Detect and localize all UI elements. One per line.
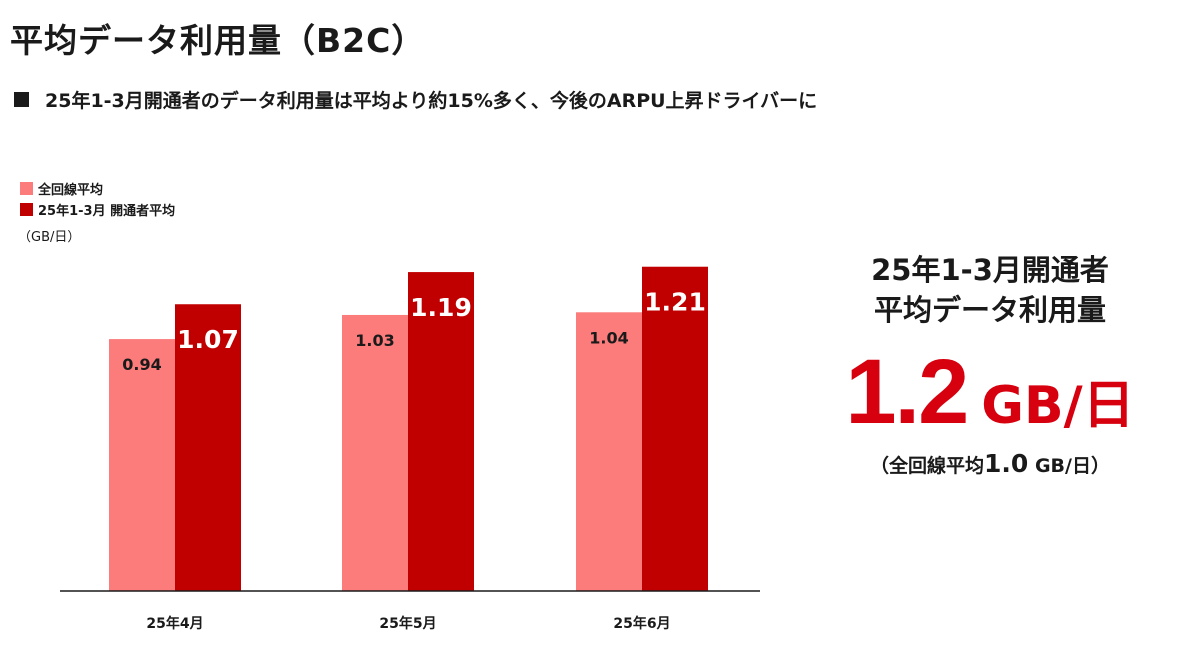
summary-unit: GB/日 xyxy=(981,376,1135,436)
chart-legend: 全回線平均 25年1-3月 開通者平均 xyxy=(20,178,175,220)
bar-new-subscribers-2 xyxy=(408,272,474,591)
data-label: 1.21 xyxy=(644,288,706,317)
summary-heading-line1: 25年1-3月開通者 xyxy=(871,253,1109,287)
summary-panel: 25年1-3月開通者 平均データ利用量 1.2 GB/日 （全回線平均1.0 G… xyxy=(790,250,1190,478)
legend-label: 全回線平均 xyxy=(38,183,104,198)
summary-note: （全回線平均1.0 GB/日） xyxy=(790,449,1190,478)
summary-figure: 1.2 GB/日 xyxy=(790,340,1190,445)
legend-swatch-icon xyxy=(20,203,33,216)
bar-chart: 0.94 1.03 1.04 1.07 1.19 1.21 25年4月 25年5月 25年6月 xyxy=(60,266,760,632)
data-label: 1.07 xyxy=(177,325,239,354)
bar-new-subscribers-3 xyxy=(642,266,708,591)
bar-new-subscribers-1 xyxy=(175,304,241,591)
legend-label: 25年1-3月 開通者平均 xyxy=(38,204,176,219)
summary-note-value: 1.0 xyxy=(984,449,1029,478)
x-tick-label: 25年5月 xyxy=(379,615,436,632)
summary-note-prefix: （全回線平均 xyxy=(870,455,985,477)
legend-item-all-lines: 全回線平均 xyxy=(20,178,175,199)
legend-item-new-subscribers: 25年1-3月 開通者平均 xyxy=(20,199,175,220)
page-title: 平均データ利用量（B2C） xyxy=(10,21,426,60)
subtitle-text: 25年1-3月開通者のデータ利用量は平均より約15%多く、今後のARPU上昇ドラ… xyxy=(45,90,818,112)
x-tick-label: 25年6月 xyxy=(613,615,670,632)
data-label: 1.04 xyxy=(589,328,628,347)
data-label: 0.94 xyxy=(122,355,161,374)
summary-value: 1.2 xyxy=(845,341,969,443)
summary-note-suffix: GB/日） xyxy=(1028,455,1110,477)
page-subtitle: 25年1-3月開通者のデータ利用量は平均より約15%多く、今後のARPU上昇ドラ… xyxy=(14,86,817,113)
summary-heading-line2: 平均データ利用量 xyxy=(873,293,1106,327)
y-axis-unit: （GB/日） xyxy=(18,230,81,245)
bar-all-lines-2 xyxy=(342,314,408,591)
square-bullet-icon xyxy=(14,92,29,107)
data-label: 1.19 xyxy=(410,293,472,322)
legend-swatch-icon xyxy=(20,182,33,195)
x-tick-label: 25年4月 xyxy=(146,615,203,632)
bar-all-lines-3 xyxy=(576,312,642,591)
data-label: 1.03 xyxy=(355,331,394,350)
bar-all-lines-1 xyxy=(109,339,175,591)
